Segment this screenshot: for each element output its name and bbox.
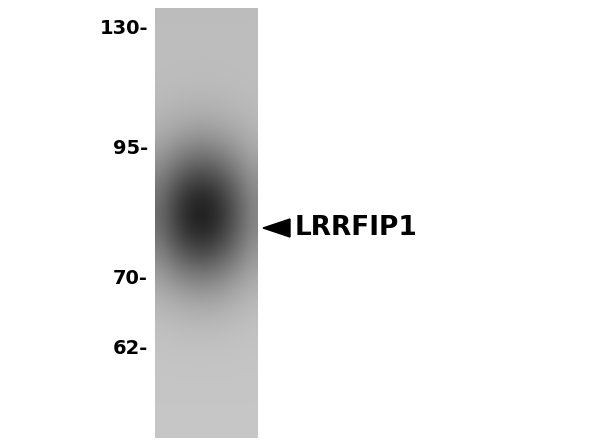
Polygon shape [263, 219, 290, 237]
Text: 70-: 70- [113, 269, 148, 287]
Text: LRRFIP1: LRRFIP1 [295, 215, 418, 241]
Text: 130-: 130- [100, 18, 148, 38]
Text: 62-: 62- [113, 338, 148, 358]
Text: 95-: 95- [113, 139, 148, 157]
